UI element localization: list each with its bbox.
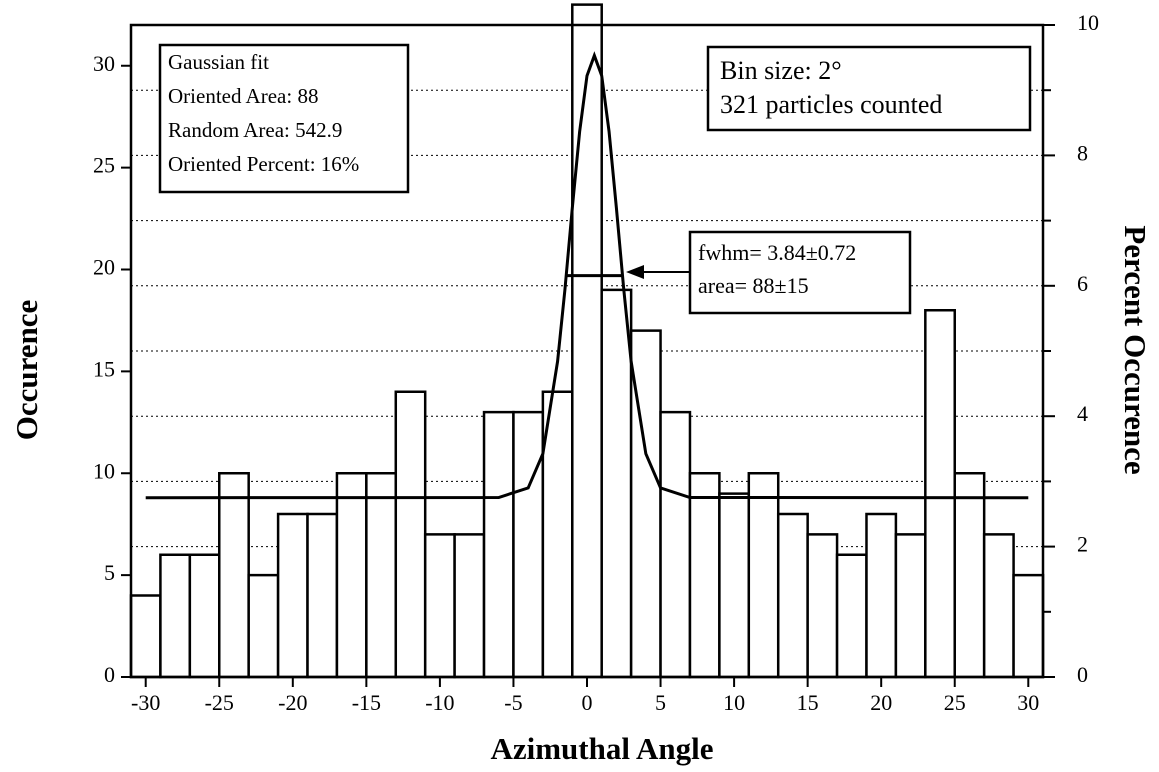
x-tick-label: 0 [582,690,593,715]
bar [776,512,809,679]
x-tick-label: -15 [352,690,381,715]
bar [894,533,927,679]
bar [982,533,1015,679]
bar [835,553,868,679]
bar [218,472,250,679]
x-tick-label: 10 [723,690,745,715]
bar [806,533,839,679]
bar [129,594,162,679]
annotation-text: Gaussian fit [168,50,269,74]
x-tick-label: 25 [944,690,966,715]
bar [512,410,545,679]
y2-axis-title: Percent Occurence [1118,225,1153,474]
y-tick-label: 15 [93,356,115,381]
x-tick-label: 5 [655,690,666,715]
bar [394,390,427,679]
bar [865,512,898,679]
bar [688,472,721,679]
bar [423,533,456,679]
annotation-text: Oriented Area: 88 [168,84,318,108]
fit-curve [145,51,1029,500]
bar [953,472,986,679]
x-axis-title: Azimuthal Angle [490,731,713,766]
x-tick-label: 15 [797,690,819,715]
bar [247,573,280,679]
bar [306,512,339,679]
y-tick-label: 20 [93,255,115,280]
bar [571,3,603,679]
bar [1012,573,1045,679]
annotation-text: 321 particles counted [720,90,942,119]
bar [718,492,751,679]
y-tick-label: 0 [104,662,115,687]
annotation-box [158,43,410,194]
annotation-text: Oriented Percent: 16% [168,152,359,176]
annotation-text: Bin size: 2° [720,56,842,85]
bar [365,472,398,679]
bar [453,533,486,679]
arrow-head [626,265,644,279]
bar [541,390,574,679]
x-tick-label: -25 [205,690,234,715]
y2-tick-label: 2 [1077,532,1088,557]
bar [188,553,221,679]
y2-tick-label: 8 [1077,140,1088,165]
bar [747,472,780,679]
annotation-box [706,45,1032,132]
bar [159,553,192,679]
bar [924,309,956,679]
y2-tick-label: 0 [1077,662,1088,687]
x-tick-label: -10 [425,690,454,715]
bar [659,410,692,679]
y2-tick-label: 4 [1077,401,1088,426]
y-tick-label: 5 [104,560,115,585]
y-axis-title: Occurence [9,300,44,441]
x-tick-label: -30 [131,690,160,715]
annotation-text: area= 88±15 [698,273,809,298]
y-tick-label: 30 [93,51,115,76]
annotation-text: Random Area: 542.9 [168,118,342,142]
x-tick-label: 20 [870,690,892,715]
annotation-box [688,230,912,315]
annotation-text: fwhm= 3.84±0.72 [698,240,856,265]
y2-tick-label: 6 [1077,271,1088,296]
y-tick-label: 25 [93,153,115,178]
y2-tick-label: 10 [1077,10,1099,35]
x-tick-label: -5 [504,690,522,715]
bar [335,472,368,679]
y-tick-label: 10 [93,458,115,483]
x-tick-label: -20 [278,690,307,715]
bar [482,410,515,679]
bar [600,288,633,679]
bar [276,512,309,679]
x-tick-label: 30 [1017,690,1039,715]
